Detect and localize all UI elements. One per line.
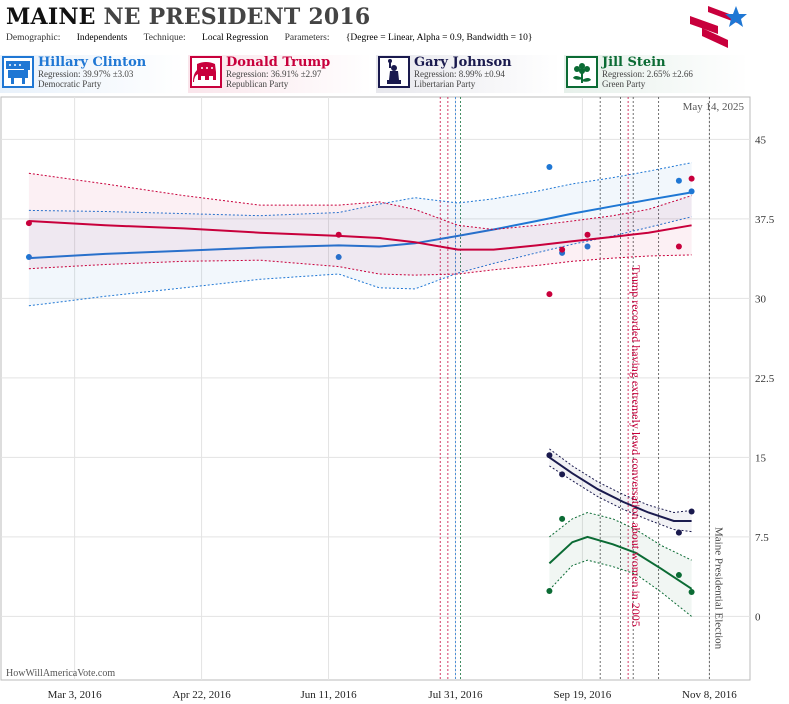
upper-bound-line xyxy=(28,172,692,231)
election-annotation: Maine Presidential Election xyxy=(712,527,724,650)
y-tick-label: 45 xyxy=(755,134,767,146)
poll-point xyxy=(25,254,32,261)
poll-point xyxy=(688,589,695,596)
candidate-party: Libertarian Party xyxy=(414,79,476,89)
confidence-band xyxy=(28,162,692,306)
candidate-name: Donald Trump xyxy=(226,55,331,70)
race-title: NE PRESIDENT 2016 xyxy=(103,4,371,30)
lower-bound-line xyxy=(549,465,692,533)
y-tick-label: 0 xyxy=(755,611,761,623)
upper-bound-line xyxy=(549,448,692,514)
candidate-regression: Regression: 8.99% ±0.94 xyxy=(414,69,505,79)
poll-point xyxy=(584,231,591,238)
poll-point xyxy=(546,291,553,298)
candidate-name: Jill Stein xyxy=(602,55,666,70)
regression-line xyxy=(548,535,693,590)
event-annotation: Trump recorded having extremely lewd con… xyxy=(629,265,643,627)
lower-bound-line xyxy=(549,559,692,617)
confidence-band xyxy=(549,448,692,532)
lower-bound-line xyxy=(28,254,692,276)
poll-point xyxy=(688,508,695,515)
date-stamp: May 14, 2025 xyxy=(683,101,745,113)
poll-point xyxy=(675,243,682,250)
y-tick-label: 22.5 xyxy=(755,373,775,385)
poll-point xyxy=(584,243,591,250)
poll-point xyxy=(675,177,682,184)
demographic-value: Independents xyxy=(76,33,128,43)
candidate-regression: Regression: 2.65% ±2.66 xyxy=(602,69,693,79)
candidate-regression: Regression: 39.97% ±3.03 xyxy=(38,69,134,79)
donkey-icon xyxy=(2,56,34,88)
regression-line xyxy=(548,456,692,522)
y-tick-label: 15 xyxy=(755,452,767,464)
candidate-name: Gary Johnson xyxy=(414,55,512,70)
elephant-icon xyxy=(190,56,222,88)
x-tick-label: Jul 31, 2016 xyxy=(428,689,483,701)
flower-icon xyxy=(566,56,598,88)
poll-point xyxy=(559,246,566,253)
y-tick-label: 37.5 xyxy=(755,214,775,226)
technique-label: Technique: xyxy=(143,33,186,43)
poll-point xyxy=(546,163,553,170)
parameters-label: Parameters: xyxy=(284,33,330,43)
candidate-card-trump: Donald Trump Regression: 36.91% ±2.97 Re… xyxy=(188,55,373,93)
x-tick-label: Mar 3, 2016 xyxy=(48,689,103,701)
x-tick-label: Sep 19, 2016 xyxy=(554,689,612,701)
page-title: MAINE NE PRESIDENT 2016 xyxy=(6,4,370,30)
upper-bound-line xyxy=(549,511,692,561)
parameters-value: {Degree = Linear, Alpha = 0.9, Bandwidth… xyxy=(345,33,533,43)
y-tick-label: 30 xyxy=(755,293,767,305)
x-tick-label: Jun 11, 2016 xyxy=(300,689,357,701)
candidate-party: Green Party xyxy=(602,79,646,89)
poll-point xyxy=(335,254,342,261)
site-watermark: HowWillAmericaVote.com xyxy=(6,668,116,679)
poll-point xyxy=(25,220,32,227)
series-gary-johnson xyxy=(546,448,695,536)
y-tick-label: 7.5 xyxy=(755,532,769,544)
poll-point xyxy=(688,188,695,195)
series-hillary-clinton xyxy=(25,162,695,307)
candidate-card-clinton: Hillary Clinton Regression: 39.97% ±3.03… xyxy=(0,55,185,93)
poll-point xyxy=(675,572,682,579)
candidate-card-johnson: Gary Johnson Regression: 8.99% ±0.94 Lib… xyxy=(376,55,561,93)
x-tick-label: Apr 22, 2016 xyxy=(172,689,231,701)
technique-value: Local Regression xyxy=(202,33,269,43)
poll-point xyxy=(559,515,566,522)
x-tick-label: Nov 8, 2016 xyxy=(682,689,737,701)
confidence-band xyxy=(28,173,692,276)
state-name: MAINE xyxy=(6,4,96,30)
candidate-regression: Regression: 36.91% ±2.97 xyxy=(226,69,322,79)
poll-point xyxy=(559,471,566,478)
poll-point xyxy=(546,587,553,594)
poll-point xyxy=(335,231,342,238)
poll-point xyxy=(675,529,682,536)
candidate-name: Hillary Clinton xyxy=(38,55,147,70)
candidate-party: Republican Party xyxy=(226,79,289,89)
poll-point xyxy=(688,175,695,182)
candidate-card-stein: Jill Stein Regression: 2.65% ±2.66 Green… xyxy=(564,55,749,93)
statue-of-liberty-icon xyxy=(378,56,410,88)
series-donald-trump xyxy=(25,172,695,298)
series-jill-stein xyxy=(546,511,695,617)
site-logo-icon xyxy=(690,6,747,48)
candidate-party: Democratic Party xyxy=(38,79,102,89)
plot-frame xyxy=(0,96,751,681)
parameters-line: Demographic: Independents Technique: Loc… xyxy=(6,33,546,43)
regression-line xyxy=(28,191,692,260)
demographic-label: Demographic: xyxy=(6,33,61,43)
candidate-legend: Hillary Clinton Regression: 39.97% ±3.03… xyxy=(0,55,789,93)
regression-line xyxy=(28,220,692,251)
poll-point xyxy=(546,452,553,459)
upper-bound-line xyxy=(28,162,692,217)
